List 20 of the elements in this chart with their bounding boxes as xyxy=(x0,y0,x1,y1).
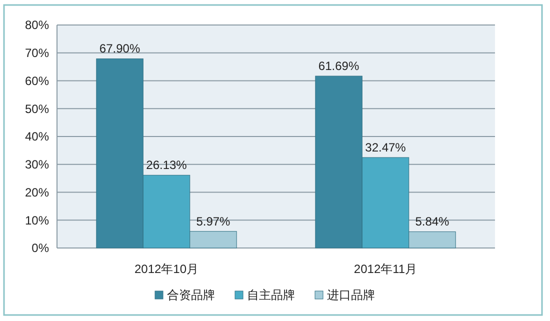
data-label: 5.84% xyxy=(415,214,450,229)
x-tick-label: 2012年10月 xyxy=(134,262,199,276)
y-tick-label: 80% xyxy=(24,18,50,32)
data-label: 67.90% xyxy=(99,42,140,56)
legend-label: 自主品牌 xyxy=(247,288,295,302)
data-label: 61.69% xyxy=(318,59,360,74)
y-tick-label: 20% xyxy=(24,185,50,200)
legend-label: 合资品牌 xyxy=(167,288,215,302)
data-label: 32.47% xyxy=(365,140,406,154)
legend-label: 进口品牌 xyxy=(327,288,375,302)
y-tick-label: 30% xyxy=(24,158,50,172)
y-tick-label: 0% xyxy=(32,241,50,256)
x-tick-label: 2012年11月 xyxy=(354,262,418,276)
y-tick-label: 60% xyxy=(24,74,50,88)
data-label: 26.13% xyxy=(146,158,188,172)
y-tick-label: 70% xyxy=(24,46,50,60)
y-tick-label: 40% xyxy=(24,130,50,144)
y-tick-label: 50% xyxy=(24,102,50,116)
data-label: 5.97% xyxy=(196,214,231,228)
y-tick-label: 10% xyxy=(24,213,50,228)
